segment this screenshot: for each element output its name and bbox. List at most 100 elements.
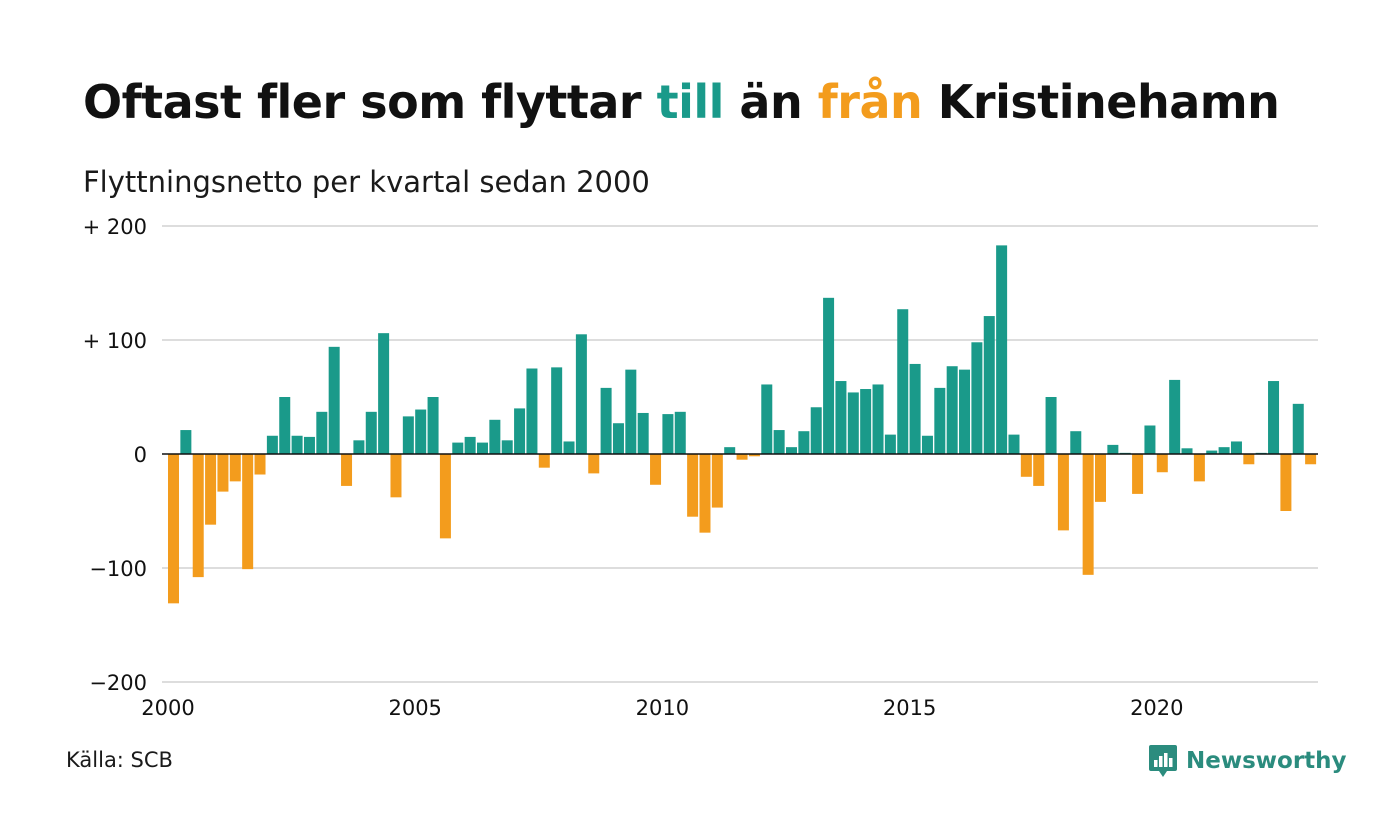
bar-positive bbox=[563, 441, 575, 454]
bar-positive bbox=[514, 408, 526, 454]
bar-negative bbox=[1305, 454, 1317, 465]
bar-negative bbox=[711, 454, 723, 508]
bars bbox=[168, 245, 1317, 604]
bar-positive bbox=[786, 447, 797, 454]
bar-negative bbox=[699, 454, 711, 533]
bar-positive bbox=[835, 381, 847, 454]
bar-negative bbox=[1033, 454, 1045, 486]
bar-positive bbox=[884, 434, 896, 454]
bar-positive bbox=[724, 447, 736, 454]
bar-negative bbox=[588, 454, 600, 474]
x-tick-label: 2010 bbox=[636, 696, 689, 720]
bar-positive bbox=[316, 411, 328, 454]
bar-positive bbox=[625, 369, 637, 454]
title-highlight-till: till bbox=[656, 75, 725, 129]
y-tick-label: + 100 bbox=[83, 329, 147, 353]
bar-positive bbox=[847, 392, 859, 454]
x-tick-label: 2005 bbox=[388, 696, 441, 720]
bar-positive bbox=[1144, 425, 1156, 454]
bar-positive bbox=[761, 384, 773, 454]
x-tick-label: 2000 bbox=[141, 696, 194, 720]
bar-negative bbox=[229, 454, 241, 482]
bar-positive bbox=[773, 430, 785, 454]
bar-positive bbox=[1008, 434, 1020, 454]
x-tick-label: 2015 bbox=[883, 696, 936, 720]
bar-positive bbox=[1292, 403, 1304, 454]
bar-negative bbox=[748, 454, 760, 457]
bar-negative bbox=[168, 454, 179, 604]
newsworthy-logo: Newsworthy bbox=[1148, 744, 1347, 778]
bar-negative bbox=[1132, 454, 1144, 494]
bar-negative bbox=[1280, 454, 1292, 511]
bar-positive bbox=[921, 435, 933, 454]
bar-positive bbox=[1107, 444, 1119, 454]
bar-negative bbox=[650, 454, 662, 485]
bar-negative bbox=[217, 454, 229, 492]
bar-positive bbox=[291, 435, 303, 454]
bar-negative bbox=[736, 454, 748, 460]
source-note: Källa: SCB bbox=[66, 748, 173, 772]
bar-negative bbox=[341, 454, 353, 486]
y-axis-labels: + 200 + 100 0 −100 −200 bbox=[83, 215, 147, 695]
bar-positive bbox=[674, 411, 686, 454]
bar-negative bbox=[205, 454, 217, 525]
bar-negative bbox=[538, 454, 550, 468]
bar-positive bbox=[798, 431, 810, 454]
title-part-2: än bbox=[723, 75, 818, 129]
bar-negative bbox=[1243, 454, 1255, 465]
bar-positive bbox=[365, 411, 377, 454]
bar-positive bbox=[860, 389, 872, 454]
bar-negative bbox=[1082, 454, 1094, 575]
bar-negative bbox=[1095, 454, 1106, 502]
bar-negative bbox=[390, 454, 402, 498]
bar-positive bbox=[1070, 431, 1082, 454]
bar-positive bbox=[946, 366, 958, 454]
bar-positive bbox=[501, 440, 513, 454]
y-tick-label: + 200 bbox=[83, 215, 147, 239]
bar-positive bbox=[575, 334, 587, 454]
bar-positive bbox=[909, 363, 921, 454]
title-part-3: Kristinehamn bbox=[922, 75, 1280, 129]
bar-positive bbox=[971, 342, 983, 454]
bar-positive bbox=[353, 440, 365, 454]
bar-negative bbox=[439, 454, 451, 539]
bar-positive bbox=[415, 409, 427, 454]
bar-positive bbox=[464, 436, 476, 454]
bar-positive bbox=[402, 416, 414, 454]
bar-positive bbox=[551, 367, 563, 454]
bar-positive bbox=[266, 435, 278, 454]
y-tick-label: −200 bbox=[89, 671, 147, 695]
bar-negative bbox=[1057, 454, 1069, 531]
chart-subtitle: Flyttningsnetto per kvartal sedan 2000 bbox=[83, 165, 650, 199]
bar-positive bbox=[378, 333, 390, 454]
bar-positive bbox=[180, 430, 192, 454]
brand-name: Newsworthy bbox=[1186, 748, 1347, 774]
bar-positive bbox=[1206, 450, 1218, 454]
bar-positive bbox=[303, 436, 315, 454]
title-highlight-fran: från bbox=[817, 75, 923, 129]
x-axis-labels: 2000 2005 2010 2015 2020 bbox=[141, 696, 1183, 720]
bar-positive bbox=[983, 316, 995, 454]
bar-negative bbox=[192, 454, 204, 578]
bar-positive bbox=[427, 397, 439, 454]
bar-positive bbox=[823, 297, 835, 454]
bar-positive bbox=[600, 387, 612, 454]
bar-positive bbox=[810, 407, 822, 454]
bar-positive bbox=[1045, 397, 1057, 454]
bar-positive bbox=[897, 309, 909, 454]
bar-positive bbox=[662, 414, 674, 454]
title-part-1: Oftast fler som flyttar bbox=[83, 75, 657, 129]
bar-negative bbox=[1193, 454, 1205, 482]
bar-negative bbox=[1020, 454, 1032, 477]
bar-positive bbox=[1181, 448, 1193, 454]
bar-negative bbox=[254, 454, 266, 475]
bar-negative bbox=[687, 454, 699, 517]
bar-positive bbox=[279, 397, 291, 454]
bar-positive bbox=[1218, 447, 1230, 454]
gridlines bbox=[162, 225, 1318, 683]
bar-positive bbox=[477, 442, 488, 454]
y-tick-label: −100 bbox=[89, 557, 147, 581]
bar-positive bbox=[1230, 441, 1242, 454]
chart-title: Oftast fler som flyttar till än från Kri… bbox=[83, 70, 1280, 134]
